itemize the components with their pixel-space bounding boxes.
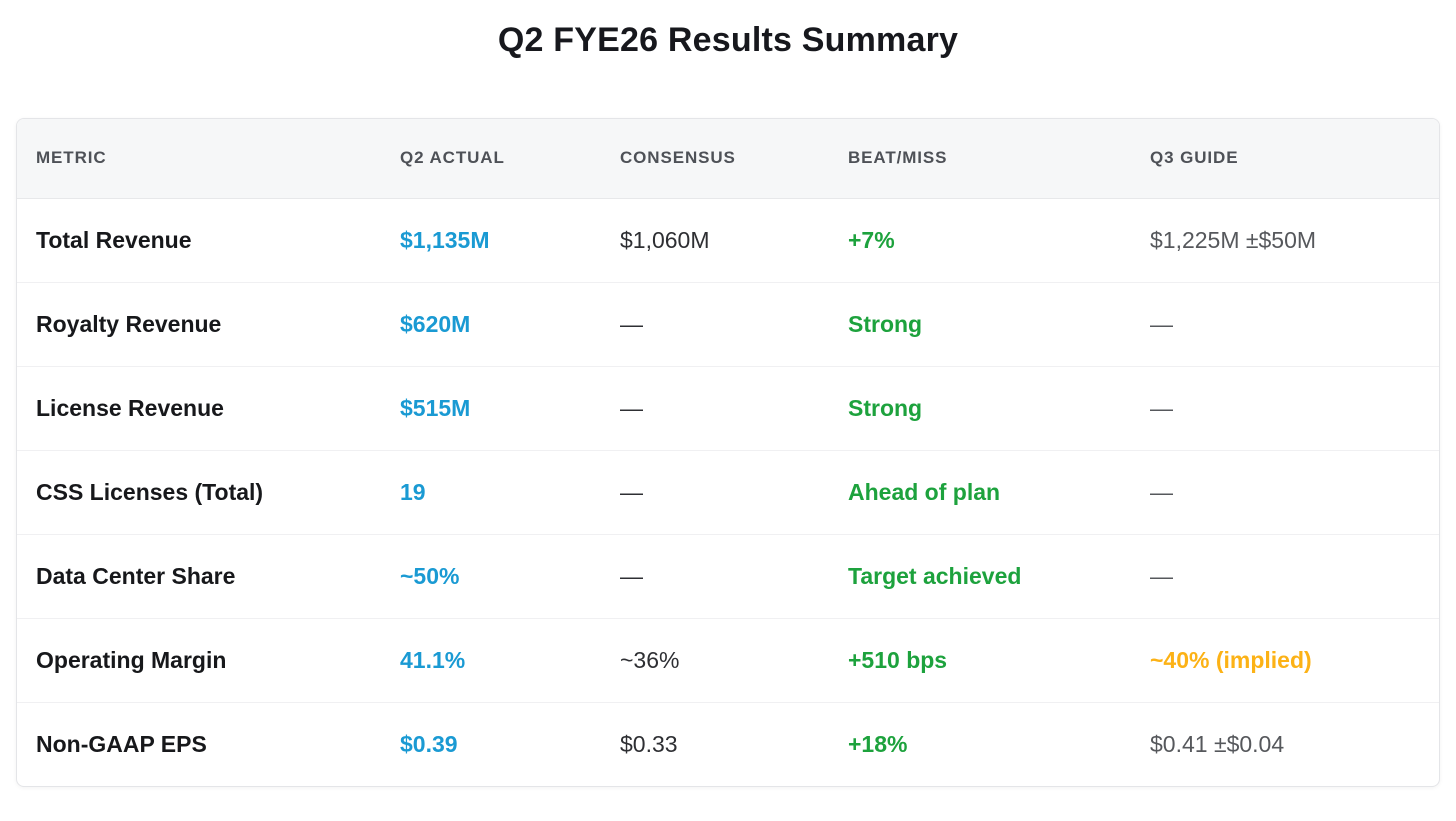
- cell-consensus: $0.33: [601, 701, 829, 786]
- column-header-consensus: CONSENSUS: [601, 119, 829, 199]
- cell-metric: CSS Licenses (Total): [17, 449, 381, 534]
- cell-consensus: —: [601, 449, 829, 534]
- results-summary-table: METRIC Q2 ACTUAL CONSENSUS BEAT/MISS Q3 …: [16, 118, 1440, 787]
- column-header-metric: METRIC: [17, 119, 381, 199]
- cell-q2-actual: 19: [381, 449, 601, 534]
- cell-consensus: —: [601, 365, 829, 450]
- cell-q2-actual: $1,135M: [400, 226, 490, 253]
- cell-q3-guide: —: [1131, 533, 1439, 618]
- table-row: CSS Licenses (Total) 19 — Ahead of plan …: [17, 449, 1439, 534]
- table-row: Non-GAAP EPS $0.39 $0.33 +18% $0.41 ±$0.…: [17, 701, 1439, 786]
- cell-consensus: $1,060M: [620, 226, 710, 253]
- cell-consensus: —: [601, 533, 829, 618]
- cell-beat-miss: +18%: [829, 701, 1131, 786]
- cell-q3-guide: —: [1131, 365, 1439, 450]
- cell-q3-guide: $1,225M ±$50M: [1150, 226, 1317, 253]
- cell-q2-actual: $0.39: [381, 701, 601, 786]
- cell-beat-miss: Strong: [829, 365, 1131, 450]
- table-row: Royalty Revenue $620M — Strong —: [17, 281, 1439, 366]
- cell-consensus: —: [601, 281, 829, 366]
- cell-beat-miss: Ahead of plan: [829, 449, 1131, 534]
- cell-q2-actual: $620M: [381, 281, 601, 366]
- page-title: Q2 FYE26 Results Summary: [497, 21, 959, 59]
- table-row: Data Center Share ~50% — Target achieved…: [17, 533, 1439, 618]
- cell-metric: Operating Margin: [17, 617, 381, 702]
- cell-beat-miss: +7%: [848, 226, 895, 253]
- table-row: Operating Margin 41.1% ~36% +510 bps ~40…: [17, 617, 1439, 702]
- cell-beat-miss: Strong: [829, 281, 1131, 366]
- cell-q2-actual: 41.1%: [381, 617, 601, 702]
- table-row: License Revenue $515M — Strong —: [17, 365, 1439, 450]
- cell-q3-guide: $0.41 ±$0.04: [1131, 701, 1439, 786]
- cell-q2-actual: $515M: [381, 365, 601, 450]
- column-header-beat-miss: BEAT/MISS: [829, 119, 1131, 199]
- cell-q3-guide: —: [1131, 281, 1439, 366]
- cell-consensus: ~36%: [601, 617, 829, 702]
- cell-beat-miss: Target achieved: [829, 533, 1131, 618]
- cell-metric: Total Revenue: [36, 226, 192, 253]
- cell-beat-miss: +510 bps: [829, 617, 1131, 702]
- table-header-row: METRIC Q2 ACTUAL CONSENSUS BEAT/MISS Q3 …: [17, 119, 1439, 199]
- column-header-q2-actual: Q2 ACTUAL: [381, 119, 601, 199]
- cell-q3-guide: ~40% (implied): [1131, 617, 1439, 702]
- cell-metric: Royalty Revenue: [17, 281, 381, 366]
- cell-metric: License Revenue: [17, 365, 381, 450]
- table-row: Total Revenue $1,135M $1,060M +7% $1,225…: [17, 198, 1439, 282]
- cell-q3-guide: —: [1131, 449, 1439, 534]
- cell-q2-actual: ~50%: [381, 533, 601, 618]
- cell-metric: Data Center Share: [17, 533, 381, 618]
- cell-metric: Non-GAAP EPS: [17, 701, 381, 786]
- column-header-q3-guide: Q3 GUIDE: [1131, 119, 1439, 199]
